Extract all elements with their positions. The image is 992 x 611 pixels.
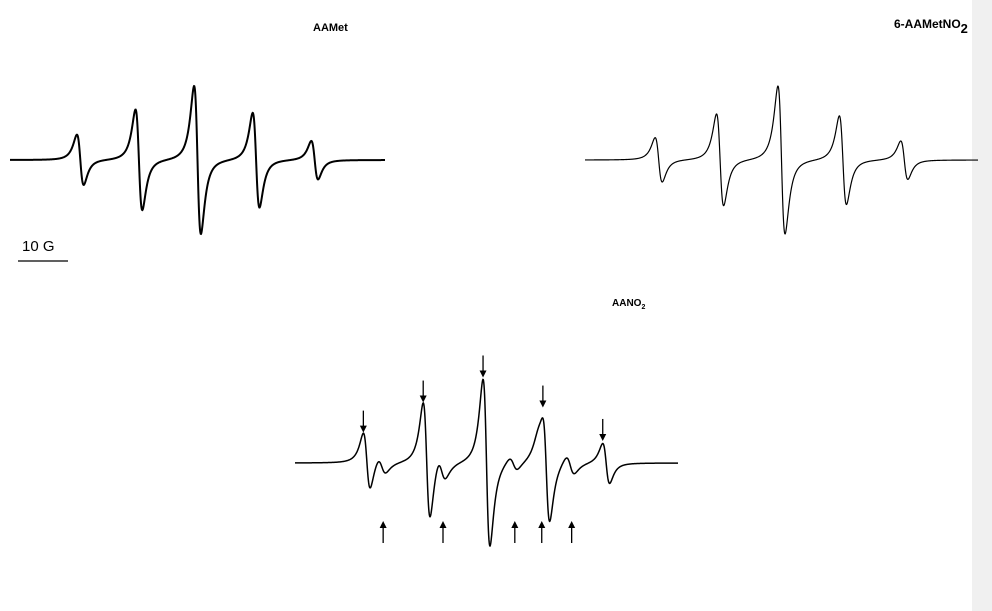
scale-bar: 10 G [18, 238, 68, 261]
up-arrow-marker [538, 521, 545, 543]
spectrum-trace-6-aametno2 [585, 86, 978, 234]
arrow-head [511, 521, 518, 528]
scale-bar-label: 10 G [22, 238, 55, 255]
arrow-head [539, 401, 546, 408]
spectrum-label-6-aametno2: 6-AAMetNO2 [894, 17, 968, 36]
spectrum-panel-aamet: AAMet [10, 22, 385, 234]
spectrum-label-aano2: AANO2 [612, 298, 645, 311]
arrow-head [360, 426, 367, 433]
up-arrow-marker [380, 521, 387, 543]
label-subscript: 2 [961, 21, 968, 36]
down-arrow-marker [420, 381, 427, 403]
spectrum-panel-aano2: AANO2 [295, 298, 678, 546]
arrow-head [480, 371, 487, 378]
label-main-text: 6-AAMetNO [894, 17, 961, 31]
label-main-text: AANO [612, 298, 642, 309]
arrow-head [538, 521, 545, 528]
down-arrow-marker [539, 386, 546, 408]
spectrum-label-aamet: AAMet [313, 22, 348, 34]
spectrum-panel-6-aametno2: 6-AAMetNO2 [585, 17, 978, 234]
arrow-head [420, 396, 427, 403]
label-subscript: 2 [641, 304, 645, 311]
spectrum-trace-aano2 [295, 380, 678, 546]
up-arrow-marker [439, 521, 446, 543]
down-arrow-marker [360, 411, 367, 433]
arrow-head [380, 521, 387, 528]
arrow-head [599, 434, 606, 441]
line-marker-arrows [360, 356, 606, 544]
arrow-head [439, 521, 446, 528]
arrow-head [568, 521, 575, 528]
down-arrow-marker [480, 356, 487, 378]
up-arrow-marker [568, 521, 575, 543]
spectrum-trace-aamet [10, 86, 385, 234]
down-arrow-marker [599, 419, 606, 441]
up-arrow-marker [511, 521, 518, 543]
